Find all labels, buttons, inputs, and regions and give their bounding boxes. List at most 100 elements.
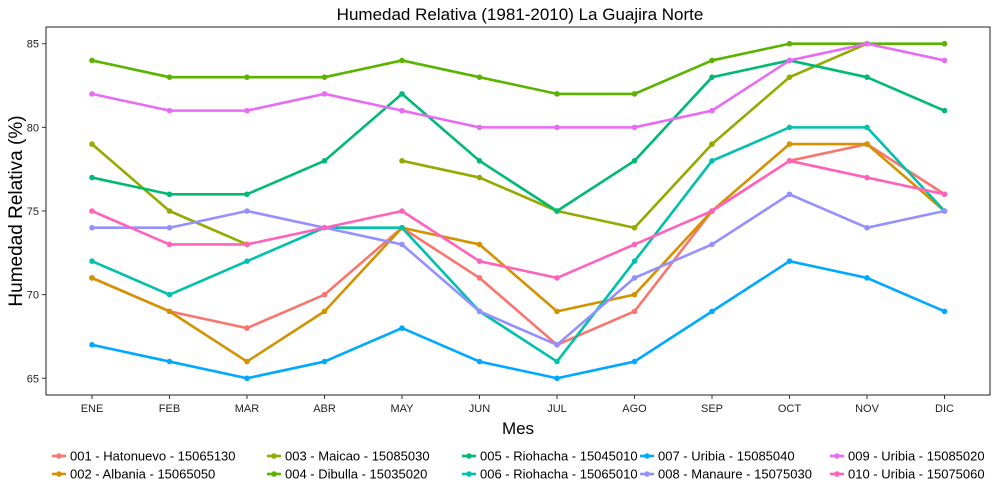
data-point <box>166 191 173 198</box>
legend-key-point <box>466 471 472 477</box>
legend-item: 008 - Manaure - 15075030 <box>640 467 812 482</box>
x-tick-label: OCT <box>778 403 802 415</box>
data-point <box>786 40 793 47</box>
data-point <box>631 158 638 164</box>
series-line <box>91 159 945 280</box>
series-10 <box>89 158 948 281</box>
data-point <box>89 141 95 147</box>
data-point <box>631 275 638 281</box>
data-point <box>631 241 638 248</box>
data-point <box>166 358 173 365</box>
data-point <box>554 275 560 281</box>
data-point <box>166 291 173 298</box>
data-point <box>941 191 948 198</box>
data-point <box>321 158 328 164</box>
data-point <box>864 174 870 181</box>
legend-item: 006 - Riohacha - 15065010 <box>462 467 638 482</box>
data-point <box>786 158 793 164</box>
legend-label: 007 - Uribia - 15085040 <box>658 449 795 464</box>
data-point <box>89 224 95 231</box>
data-point <box>476 275 483 281</box>
data-point <box>399 158 405 164</box>
y-tick-label: 75 <box>27 206 39 218</box>
data-point <box>166 224 173 231</box>
legend-label: 006 - Riohacha - 15065010 <box>480 467 638 482</box>
data-point <box>941 308 948 315</box>
data-point <box>786 258 793 264</box>
legend-item: 003 - Maicao - 15085030 <box>267 449 430 464</box>
x-tick-label: FEB <box>159 403 180 415</box>
data-point <box>709 208 715 214</box>
series-line <box>92 192 945 347</box>
data-point <box>476 358 483 365</box>
data-point <box>89 275 95 281</box>
data-point <box>476 241 483 248</box>
data-point <box>631 224 638 231</box>
data-point <box>476 308 483 315</box>
data-point <box>476 258 483 264</box>
data-point <box>244 208 250 214</box>
data-point <box>166 74 173 80</box>
series-6 <box>89 124 948 365</box>
data-point <box>399 57 405 64</box>
data-point <box>554 208 560 214</box>
data-point <box>631 91 638 97</box>
data-point <box>864 124 870 131</box>
data-point <box>786 124 793 131</box>
data-point <box>89 208 95 214</box>
x-tick-label: ABR <box>313 403 336 415</box>
legend-item: 002 - Albania - 15065050 <box>52 467 215 482</box>
y-tick-label: 85 <box>27 39 39 51</box>
data-point <box>554 124 560 131</box>
data-point <box>554 375 560 382</box>
data-point <box>709 74 715 80</box>
x-tick-label: JUN <box>469 403 490 415</box>
series-line <box>91 126 946 363</box>
data-point <box>244 241 250 248</box>
data-point <box>941 208 948 214</box>
series-line <box>91 142 946 363</box>
legend-item: 009 - Uribia - 15085020 <box>830 449 985 464</box>
data-point <box>786 141 793 147</box>
legend-key-point <box>271 453 277 459</box>
data-point <box>321 291 328 298</box>
legend-key-point <box>56 453 62 459</box>
data-point <box>709 141 715 147</box>
data-point <box>244 74 250 80</box>
legend-label: 005 - Riohacha - 15045010 <box>480 449 638 464</box>
data-point <box>166 241 173 248</box>
series-line <box>91 59 946 213</box>
y-axis: 65 70 75 80 85 <box>27 39 46 385</box>
data-point <box>89 91 95 97</box>
data-point <box>631 258 638 264</box>
data-point <box>166 107 173 114</box>
data-point <box>399 241 405 248</box>
x-tick-label: SEP <box>701 403 723 415</box>
data-point <box>864 74 870 80</box>
series-line <box>91 142 946 347</box>
legend-label: 008 - Manaure - 15075030 <box>658 467 812 482</box>
legend-label: 001 - Hatonuevo - 15065130 <box>70 449 236 464</box>
data-point <box>399 91 405 97</box>
x-tick-label: DIC <box>935 403 954 415</box>
data-point <box>864 275 870 281</box>
data-point <box>321 224 328 231</box>
legend-item: 001 - Hatonuevo - 15065130 <box>52 449 236 464</box>
series-9 <box>89 40 948 131</box>
plot-panel <box>45 26 991 396</box>
data-point <box>244 375 250 382</box>
data-point <box>321 358 328 365</box>
x-axis-title: Mes <box>502 419 534 438</box>
series-line <box>91 42 945 129</box>
legend-label: 003 - Maicao - 15085030 <box>285 449 430 464</box>
data-point <box>941 57 948 64</box>
series-4 <box>89 40 948 97</box>
data-point <box>244 258 250 264</box>
legend-key-point <box>56 471 62 477</box>
data-point <box>786 57 793 64</box>
data-point <box>399 224 405 231</box>
legend-key-point <box>271 471 277 477</box>
series-5 <box>89 57 948 214</box>
data-point <box>476 74 483 80</box>
